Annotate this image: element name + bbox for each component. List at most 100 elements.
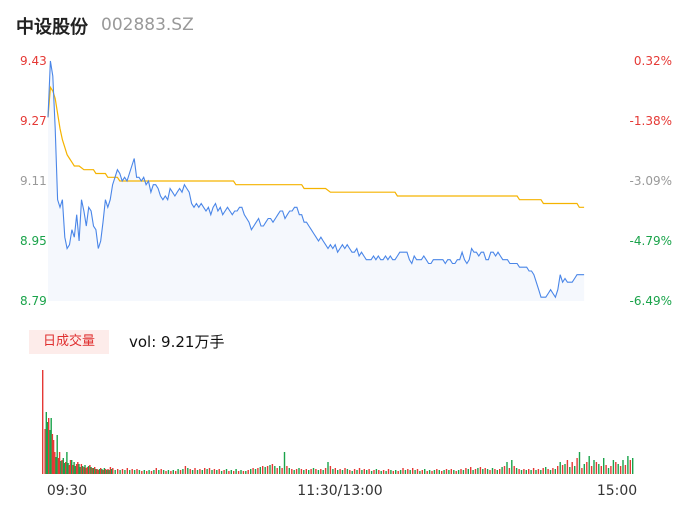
volume-bar — [399, 470, 402, 474]
volume-bar — [373, 470, 375, 474]
volume-bar — [508, 468, 511, 474]
volume-bar — [119, 470, 121, 474]
volume-bar — [605, 465, 607, 474]
volume-bar — [627, 456, 629, 474]
volume-bar — [482, 469, 484, 474]
volume-bar — [240, 470, 242, 474]
volume-bar — [421, 470, 423, 474]
volume-bar — [588, 456, 590, 474]
volume-bar — [80, 464, 83, 474]
volume-bar — [404, 470, 407, 474]
volume-bar — [77, 462, 79, 474]
volume-bar — [346, 469, 349, 474]
volume-bar — [612, 460, 615, 474]
volume-bar — [443, 470, 445, 474]
volume-bar — [402, 468, 404, 474]
volume-bar — [54, 452, 56, 474]
volume-bar — [583, 464, 585, 474]
volume-bar — [66, 452, 68, 474]
volume-bar — [564, 464, 566, 474]
volume-bar — [622, 460, 624, 474]
volume-bar — [158, 470, 160, 474]
volume-bar — [55, 457, 57, 474]
pct-tick-label: 0.32% — [634, 54, 672, 68]
volume-bar — [52, 440, 55, 474]
volume-bar — [525, 470, 527, 474]
volume-bar — [610, 466, 612, 474]
volume-bar — [598, 464, 600, 474]
volume-bar — [96, 469, 98, 474]
volume-bar — [615, 462, 617, 474]
volume-bar — [86, 467, 89, 474]
volume-bar — [433, 470, 436, 474]
price-tick-label: 9.27 — [20, 114, 47, 128]
volume-bar — [62, 458, 64, 474]
volume-bar — [191, 470, 194, 474]
volume-badge: 日成交量 — [29, 330, 109, 354]
volume-bar — [511, 460, 513, 474]
volume-bar — [545, 467, 547, 474]
volume-bar — [92, 468, 95, 474]
volume-bar — [361, 470, 363, 474]
volume-summary: vol: 9.21万手 — [129, 333, 225, 351]
volume-bar — [600, 466, 602, 474]
average-price-line — [47, 85, 585, 208]
volume-bar — [60, 461, 62, 474]
volume-bar — [276, 468, 278, 474]
volume-bar — [310, 469, 312, 474]
volume-bar — [141, 471, 143, 474]
volume-bar — [56, 435, 58, 474]
volume-bar — [73, 462, 75, 474]
volume-bar — [571, 462, 573, 474]
volume-bar — [216, 470, 218, 474]
volume-bar — [486, 469, 489, 474]
price-tick-label: 9.43 — [20, 54, 47, 68]
volume-bar — [617, 464, 619, 474]
price-tick-label: 8.95 — [20, 234, 47, 248]
volume-bar — [566, 460, 569, 474]
volume-bar — [515, 468, 518, 474]
volume-bar — [390, 470, 392, 474]
volume-bar — [74, 466, 76, 474]
volume-bar — [324, 468, 327, 474]
volume-bar — [370, 471, 373, 474]
volume-bar — [247, 470, 249, 474]
volume-bar — [230, 470, 232, 474]
volume-bar — [595, 462, 598, 474]
volume-bar — [264, 467, 266, 474]
volume-bar — [457, 470, 460, 474]
volume-bar — [235, 469, 237, 474]
volume-bar — [63, 463, 66, 474]
volume-bar — [363, 469, 365, 474]
volume-bar — [146, 471, 148, 474]
volume-bar — [387, 469, 390, 474]
volume-bar — [554, 469, 556, 474]
volume-bar — [467, 469, 469, 474]
volume-bar — [586, 462, 588, 474]
volume-bar — [143, 470, 145, 474]
volume-bar — [220, 471, 223, 474]
volume-bar — [356, 470, 358, 474]
volume-bar — [491, 468, 494, 474]
volume-bar — [250, 469, 252, 474]
volume-bar — [131, 469, 133, 474]
volume-bar — [438, 470, 440, 474]
volume-bar — [375, 469, 378, 474]
volume-bar — [87, 466, 90, 474]
volume-bar — [547, 469, 549, 474]
volume-bar — [98, 469, 101, 474]
volume-bar — [412, 468, 414, 474]
volume-bars — [42, 370, 634, 474]
volume-bar — [532, 468, 535, 474]
volume-bar — [206, 469, 208, 474]
volume-bar — [83, 467, 85, 474]
volume-bar — [298, 468, 300, 474]
volume-bar — [378, 470, 380, 474]
volume-bar — [245, 471, 247, 474]
volume-bar — [237, 471, 240, 474]
volume-bar — [257, 468, 259, 474]
volume-bar — [552, 468, 554, 474]
volume-bar — [45, 412, 47, 474]
volume-bar — [223, 470, 225, 474]
